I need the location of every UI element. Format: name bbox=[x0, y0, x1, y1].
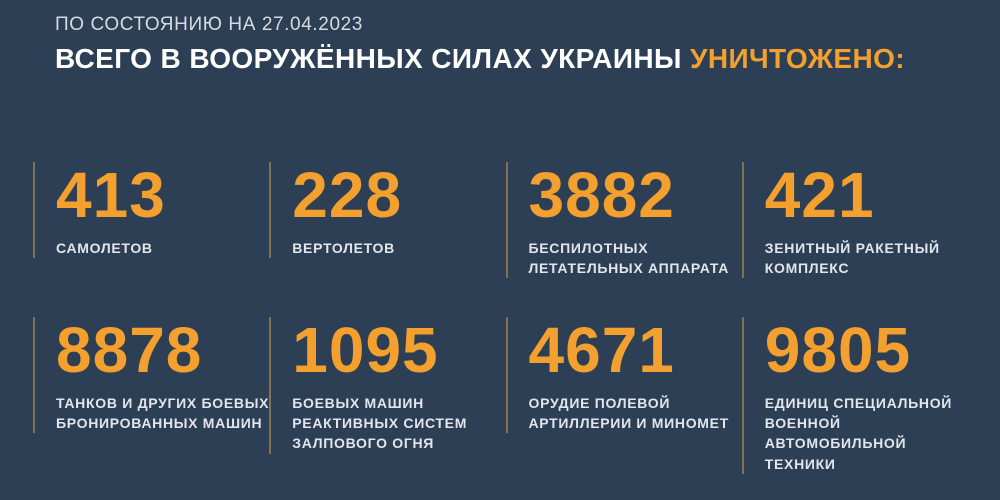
page-title-main: ВСЕГО В ВООРУЖЁННЫХ СИЛАХ УКРАИНЫ bbox=[55, 43, 691, 74]
stat-label: САМОЛЕТОВ bbox=[56, 239, 153, 256]
stat-inner: 228 ВЕРТОЛЕТОВ bbox=[269, 159, 505, 259]
stats-grid: 413 САМОЛЕТОВ 228 ВЕРТОЛЕТОВ 3882 БЕСПИЛ… bbox=[33, 162, 978, 474]
report-date: ПО СОСТОЯНИЮ НА 27.04.2023 bbox=[55, 14, 363, 35]
header: ПО СОСТОЯНИЮ НА 27.04.2023 ВСЕГО В ВООРУ… bbox=[55, 14, 985, 75]
stat-inner: 9805 ЕДИНИЦ СПЕЦИАЛЬНОЙ ВОЕННОЙ АВТОМОБИ… bbox=[741, 314, 978, 474]
stat-value: 4671 bbox=[528, 314, 675, 386]
stat-value: 421 bbox=[764, 159, 875, 231]
stat-cell: 413 САМОЛЕТОВ bbox=[33, 162, 269, 317]
stat-cell: 421 ЗЕНИТНЫЙ РАКЕТНЫЙ КОМПЛЕКС bbox=[741, 159, 978, 317]
stat-inner: 4671 ОРУДИЕ ПОЛЕВОЙ АРТИЛЛЕРИИ И МИНОМЕТ bbox=[505, 314, 742, 434]
stat-label: БОЕВЫХ МАШИН РЕАКТИВНЫХ СИСТЕМ ЗАЛПОВОГО… bbox=[292, 394, 468, 452]
stat-value: 228 bbox=[292, 159, 403, 231]
stat-inner: 421 ЗЕНИТНЫЙ РАКЕТНЫЙ КОМПЛЕКС bbox=[741, 159, 978, 279]
stat-cell: 3882 БЕСПИЛОТНЫХ ЛЕТАТЕЛЬНЫХ АППАРАТА bbox=[505, 159, 742, 317]
stat-cell: 4671 ОРУДИЕ ПОЛЕВОЙ АРТИЛЛЕРИИ И МИНОМЕТ bbox=[505, 314, 742, 474]
page-title: ВСЕГО В ВООРУЖЁННЫХ СИЛАХ УКРАИНЫ УНИЧТО… bbox=[55, 43, 985, 75]
stat-label: БЕСПИЛОТНЫХ ЛЕТАТЕЛЬНЫХ АППАРАТА bbox=[528, 239, 730, 277]
stat-cell: 1095 БОЕВЫХ МАШИН РЕАКТИВНЫХ СИСТЕМ ЗАЛП… bbox=[269, 317, 505, 474]
stat-label: ЕДИНИЦ СПЕЦИАЛЬНОЙ ВОЕННОЙ АВТОМОБИЛЬНОЙ… bbox=[764, 394, 953, 472]
stat-inner: 413 САМОЛЕТОВ bbox=[33, 159, 269, 259]
stat-label: ЗЕНИТНЫЙ РАКЕТНЫЙ КОМПЛЕКС bbox=[764, 239, 940, 277]
page-title-accent: УНИЧТОЖЕНО: bbox=[690, 43, 905, 74]
stat-cell: 228 ВЕРТОЛЕТОВ bbox=[269, 162, 505, 317]
stat-value: 413 bbox=[56, 159, 166, 231]
stat-label: ТАНКОВ И ДРУГИХ БОЕВЫХ БРОНИРОВАННЫХ МАШ… bbox=[56, 394, 270, 432]
stat-label: ВЕРТОЛЕТОВ bbox=[292, 239, 395, 256]
stat-inner: 1095 БОЕВЫХ МАШИН РЕАКТИВНЫХ СИСТЕМ ЗАЛП… bbox=[269, 317, 505, 454]
stat-value: 9805 bbox=[764, 314, 912, 386]
stat-inner: 8878 ТАНКОВ И ДРУГИХ БОЕВЫХ БРОНИРОВАННЫ… bbox=[33, 314, 270, 434]
stat-value: 1095 bbox=[292, 314, 439, 386]
stat-cell: 9805 ЕДИНИЦ СПЕЦИАЛЬНОЙ ВОЕННОЙ АВТОМОБИ… bbox=[741, 314, 978, 474]
stat-cell: 8878 ТАНКОВ И ДРУГИХ БОЕВЫХ БРОНИРОВАННЫ… bbox=[33, 317, 269, 474]
stat-value: 8878 bbox=[56, 314, 203, 386]
stat-label: ОРУДИЕ ПОЛЕВОЙ АРТИЛЛЕРИИ И МИНОМЕТ bbox=[528, 394, 729, 432]
stat-inner: 3882 БЕСПИЛОТНЫХ ЛЕТАТЕЛЬНЫХ АППАРАТА bbox=[505, 159, 742, 279]
stat-value: 3882 bbox=[528, 159, 675, 231]
